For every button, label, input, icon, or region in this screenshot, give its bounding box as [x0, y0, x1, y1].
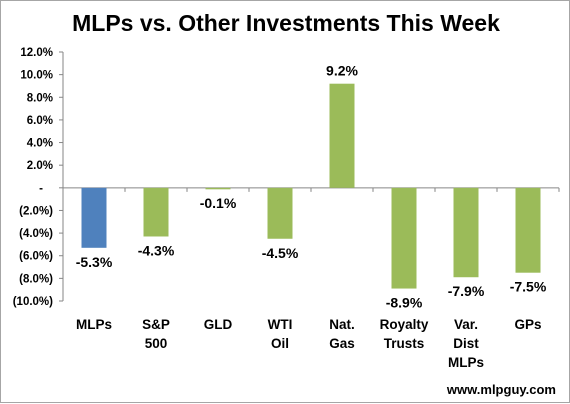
category-label: GPs [514, 317, 541, 332]
bar [267, 187, 293, 239]
data-label: -7.9% [448, 283, 485, 299]
category-label: GLD [204, 317, 233, 332]
watermark: www.mlpguy.com [446, 382, 556, 397]
y-tick-label: (4.0%) [19, 228, 53, 240]
category-label: Var. Dist MLPs [448, 317, 484, 370]
y-tick-label: 2.0% [27, 160, 53, 172]
data-label: 9.2% [326, 63, 358, 79]
category-label: MLPs [76, 317, 112, 332]
data-label: -0.1% [200, 195, 237, 211]
y-tick-label: (6.0%) [19, 251, 53, 263]
bar [205, 187, 231, 190]
data-label: -5.3% [76, 254, 113, 270]
axes: 12.0% 10.0% 8.0% 6.0% 4.0% 2.0% - (2.0%) (4.0%) (… [13, 47, 560, 308]
y-tick-label: (8.0%) [19, 273, 53, 285]
y-tick-label: 6.0% [27, 115, 53, 127]
y-tick-label: (10.0%) [13, 296, 53, 308]
category-label: Nat. Gas [329, 317, 355, 351]
bar [515, 187, 541, 273]
y-tick-label: 10.0% [20, 70, 53, 82]
category-labels: MLPs S&P 500 GLD WTI Oil Nat. Gas Royalty Trusts V… [76, 317, 542, 370]
bars [81, 83, 541, 289]
bar [81, 187, 107, 248]
y-tick-label: 4.0% [27, 138, 53, 150]
category-label: Royalty Trusts [380, 317, 429, 351]
category-label: WTI Oil [268, 317, 293, 351]
bar [391, 187, 417, 289]
data-labels: -5.3% -4.3% -0.1% -4.5% 9.2% -8.9% -7.9% -7.5% [76, 63, 547, 311]
y-tick-label: 8.0% [27, 92, 53, 104]
category-label: S&P 500 [142, 317, 170, 351]
data-label: -8.9% [386, 295, 423, 311]
chart-title: MLPs vs. Other Investments This Week [72, 10, 500, 36]
bar [453, 187, 479, 278]
data-label: -7.5% [510, 279, 547, 295]
data-label: -4.5% [262, 245, 299, 261]
y-tick-label: (2.0%) [19, 205, 53, 217]
data-label: -4.3% [138, 242, 175, 258]
y-tick-label: 12.0% [20, 47, 53, 59]
y-tick-label: - [39, 183, 43, 195]
bar [143, 187, 169, 237]
bar [329, 83, 355, 188]
